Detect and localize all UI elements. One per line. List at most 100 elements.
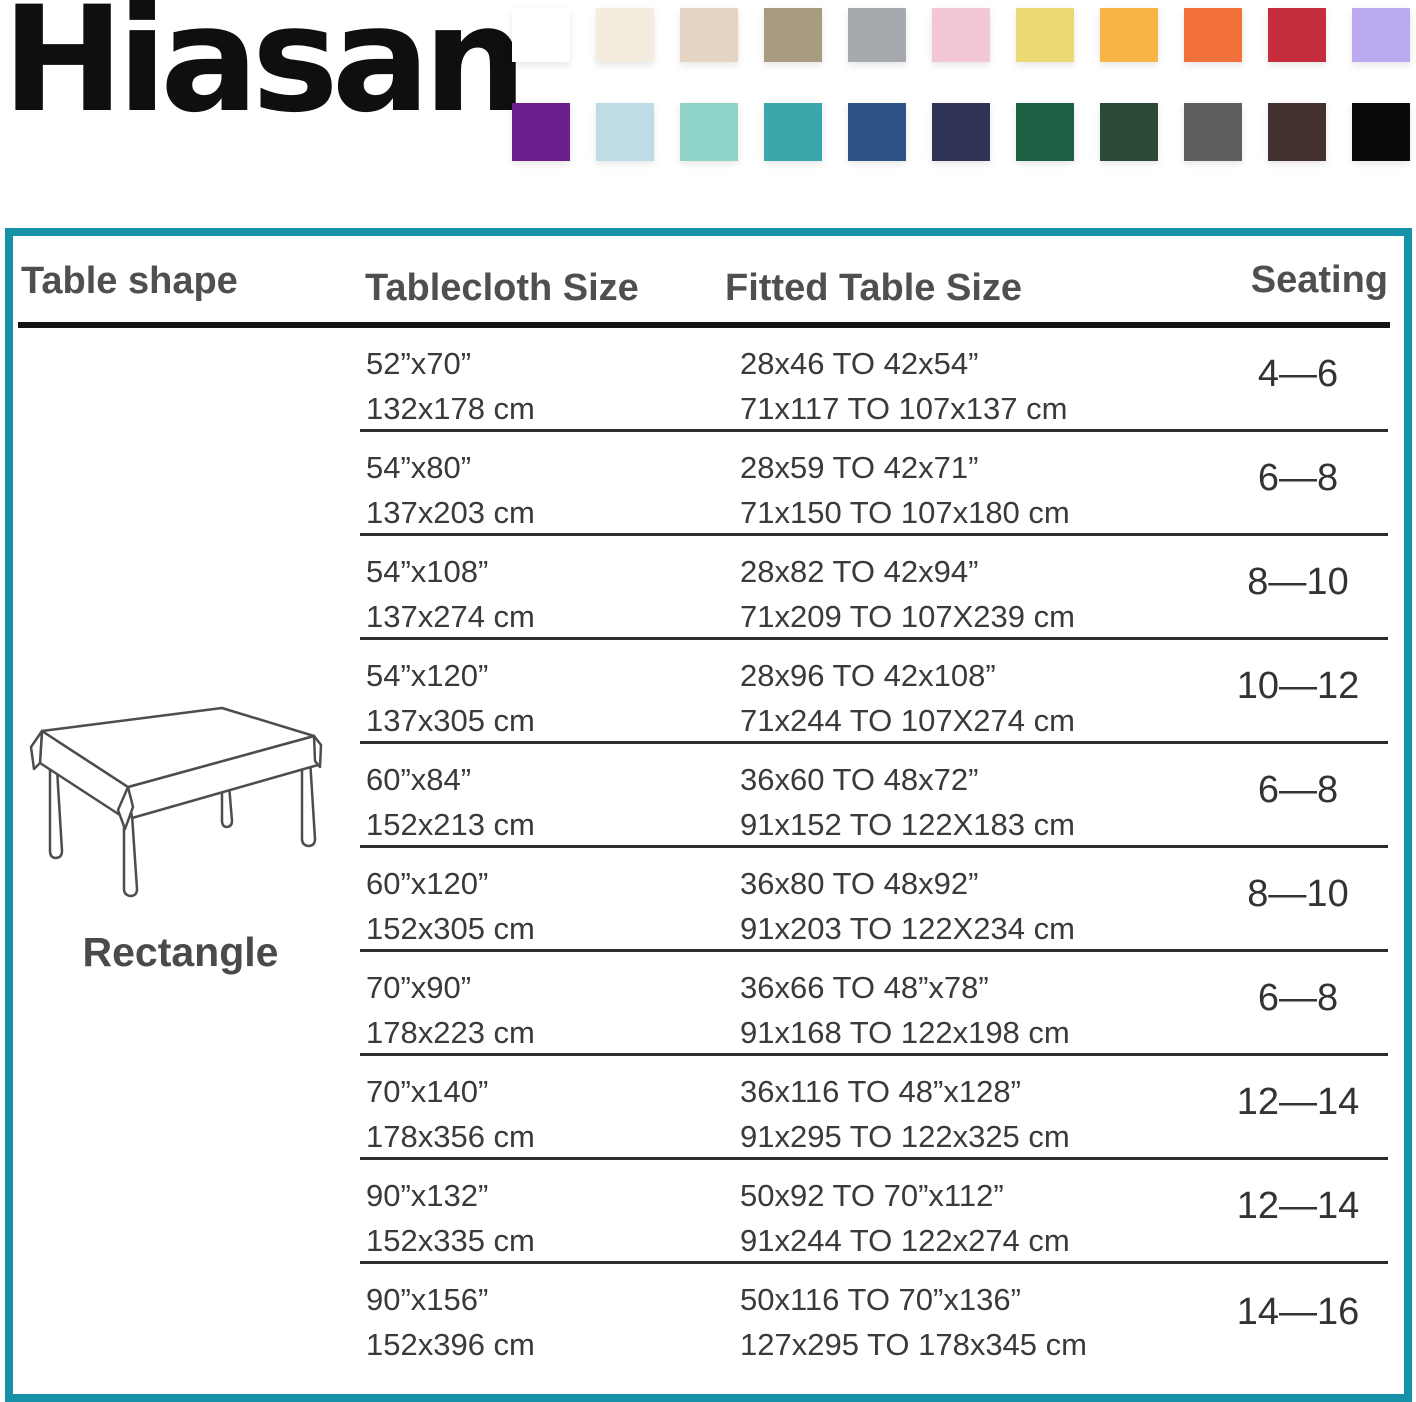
tablecloth-size-cell: 52”x70” 132x178 cm bbox=[360, 328, 734, 429]
fitted-table-size-cell: 28x82 TO 42x94” 71x209 TO 107X239 cm bbox=[734, 536, 1208, 637]
tablecloth-size-cell: 54”x120” 137x305 cm bbox=[360, 640, 734, 741]
table-drawing-icon bbox=[29, 706, 323, 898]
fitted-size-inches: 28x46 TO 42x54” bbox=[740, 346, 979, 381]
color-swatch bbox=[680, 8, 738, 62]
header-tablecloth-size: Tablecloth Size bbox=[365, 267, 639, 309]
fitted-table-size-cell: 28x96 TO 42x108” 71x244 TO 107X274 cm bbox=[734, 640, 1208, 741]
fitted-size-cm: 91x203 TO 122X234 cm bbox=[740, 911, 1075, 946]
fitted-size-inches: 28x82 TO 42x94” bbox=[740, 554, 979, 589]
seating-cell: 4—6 bbox=[1257, 353, 1339, 395]
size-rows: 52”x70” 132x178 cm 28x46 TO 42x54” 71x11… bbox=[360, 328, 1388, 1368]
color-swatch bbox=[1352, 8, 1410, 62]
fitted-size-inches: 36x60 TO 48x72” bbox=[740, 762, 979, 797]
table-row: 90”x132” 152x335 cm 50x92 TO 70”x112” 91… bbox=[360, 1160, 1388, 1264]
seating-cell: 8—10 bbox=[1247, 873, 1349, 915]
fitted-size-cm: 91x152 TO 122X183 cm bbox=[740, 807, 1075, 842]
color-swatch bbox=[1268, 103, 1326, 161]
fitted-size-cm: 91x244 TO 122x274 cm bbox=[740, 1223, 1070, 1258]
tablecloth-size-cm: 178x223 cm bbox=[366, 1015, 535, 1050]
tablecloth-size-cm: 152x305 cm bbox=[366, 911, 535, 946]
tablecloth-size-cell: 90”x156” 152x396 cm bbox=[360, 1264, 734, 1368]
fitted-table-size-cell: 50x92 TO 70”x112” 91x244 TO 122x274 cm bbox=[734, 1160, 1208, 1261]
color-swatch bbox=[512, 8, 570, 62]
tablecloth-size-inches: 90”x156” bbox=[366, 1282, 489, 1317]
table-row: 54”x80” 137x203 cm 28x59 TO 42x71” 71x15… bbox=[360, 432, 1388, 536]
size-chart-frame: Table shape Tablecloth Size Fitted Table… bbox=[5, 228, 1412, 1402]
seating-cell: 6—8 bbox=[1257, 977, 1339, 1019]
rectangle-table-illustration bbox=[20, 703, 332, 905]
tablecloth-size-inches: 54”x120” bbox=[366, 658, 489, 693]
seating-cell: 12—14 bbox=[1236, 1185, 1360, 1227]
fitted-table-size-cell: 36x60 TO 48x72” 91x152 TO 122X183 cm bbox=[734, 744, 1208, 845]
tablecloth-size-cm: 152x396 cm bbox=[366, 1327, 535, 1362]
color-swatch bbox=[1016, 8, 1074, 62]
header-divider bbox=[18, 322, 1390, 328]
tablecloth-size-cell: 60”x84” 152x213 cm bbox=[360, 744, 734, 845]
header-fitted-table-size: Fitted Table Size bbox=[725, 267, 1023, 309]
seating-cell: 8—10 bbox=[1247, 561, 1349, 603]
table-row: 90”x156” 152x396 cm 50x116 TO 70”x136” 1… bbox=[360, 1264, 1388, 1368]
fitted-table-size-cell: 36x116 TO 48”x128” 91x295 TO 122x325 cm bbox=[734, 1056, 1208, 1157]
fitted-size-inches: 28x96 TO 42x108” bbox=[740, 658, 996, 693]
fitted-table-size-cell: 50x116 TO 70”x136” 127x295 TO 178x345 cm bbox=[734, 1264, 1208, 1368]
table-row: 52”x70” 132x178 cm 28x46 TO 42x54” 71x11… bbox=[360, 328, 1388, 432]
color-swatch bbox=[848, 103, 906, 161]
tablecloth-size-cm: 152x335 cm bbox=[366, 1223, 535, 1258]
table-row: 70”x90” 178x223 cm 36x66 TO 48”x78” 91x1… bbox=[360, 952, 1388, 1056]
color-swatch bbox=[680, 103, 738, 161]
fitted-size-cm: 91x295 TO 122x325 cm bbox=[740, 1119, 1070, 1154]
fitted-size-inches: 36x116 TO 48”x128” bbox=[740, 1074, 1021, 1109]
table-row: 54”x120” 137x305 cm 28x96 TO 42x108” 71x… bbox=[360, 640, 1388, 744]
color-swatch bbox=[932, 8, 990, 62]
fitted-size-inches: 36x66 TO 48”x78” bbox=[740, 970, 989, 1005]
fitted-size-cm: 71x209 TO 107X239 cm bbox=[740, 599, 1075, 634]
color-swatch bbox=[1100, 103, 1158, 161]
tablecloth-size-inches: 52”x70” bbox=[366, 346, 472, 381]
tablecloth-size-cell: 60”x120” 152x305 cm bbox=[360, 848, 734, 949]
tablecloth-size-cell: 54”x80” 137x203 cm bbox=[360, 432, 734, 533]
tablecloth-size-inches: 90”x132” bbox=[366, 1178, 489, 1213]
color-swatch bbox=[1268, 8, 1326, 62]
tablecloth-size-cell: 70”x140” 178x356 cm bbox=[360, 1056, 734, 1157]
brand-logo: Hiasan bbox=[2, 0, 527, 145]
table-row: 54”x108” 137x274 cm 28x82 TO 42x94” 71x2… bbox=[360, 536, 1388, 640]
tablecloth-size-cell: 90”x132” 152x335 cm bbox=[360, 1160, 734, 1261]
color-swatch bbox=[1352, 103, 1410, 161]
tablecloth-size-inches: 70”x140” bbox=[366, 1074, 489, 1109]
fitted-table-size-cell: 28x46 TO 42x54” 71x117 TO 107x137 cm bbox=[734, 328, 1208, 429]
header-table-shape: Table shape bbox=[21, 260, 238, 302]
fitted-size-cm: 71x150 TO 107x180 cm bbox=[740, 495, 1070, 530]
color-swatch bbox=[1016, 103, 1074, 161]
seating-cell: 14—16 bbox=[1236, 1290, 1360, 1333]
color-swatch bbox=[848, 8, 906, 62]
fitted-size-inches: 36x80 TO 48x92” bbox=[740, 866, 979, 901]
color-swatch bbox=[596, 103, 654, 161]
tablecloth-size-cm: 132x178 cm bbox=[366, 391, 535, 426]
color-swatch bbox=[1100, 8, 1158, 62]
seating-cell: 12—14 bbox=[1236, 1081, 1360, 1123]
tablecloth-size-cm: 137x305 cm bbox=[366, 703, 535, 738]
color-swatch bbox=[1184, 8, 1242, 62]
seating-cell: 6—8 bbox=[1257, 769, 1339, 811]
tablecloth-size-cell: 70”x90” 178x223 cm bbox=[360, 952, 734, 1053]
tablecloth-size-inches: 70”x90” bbox=[366, 970, 472, 1005]
fitted-size-cm: 91x168 TO 122x198 cm bbox=[740, 1015, 1070, 1050]
tablecloth-size-inches: 60”x84” bbox=[366, 762, 472, 797]
color-swatch bbox=[596, 8, 654, 62]
fitted-size-cm: 71x244 TO 107X274 cm bbox=[740, 703, 1075, 738]
color-swatch bbox=[764, 103, 822, 161]
color-swatch bbox=[932, 103, 990, 161]
fitted-table-size-cell: 36x66 TO 48”x78” 91x168 TO 122x198 cm bbox=[734, 952, 1208, 1053]
color-swatch bbox=[764, 8, 822, 62]
tablecloth-size-inches: 54”x108” bbox=[366, 554, 489, 589]
tablecloth-size-cm: 152x213 cm bbox=[366, 807, 535, 842]
shape-label: Rectangle bbox=[82, 929, 279, 975]
seating-cell: 6—8 bbox=[1257, 457, 1339, 499]
table-row: 60”x120” 152x305 cm 36x80 TO 48x92” 91x2… bbox=[360, 848, 1388, 952]
fitted-size-inches: 50x92 TO 70”x112” bbox=[740, 1178, 1004, 1213]
tablecloth-size-inches: 54”x80” bbox=[366, 450, 472, 485]
table-row: 70”x140” 178x356 cm 36x116 TO 48”x128” 9… bbox=[360, 1056, 1388, 1160]
seating-cell: 10—12 bbox=[1236, 665, 1360, 707]
tablecloth-size-inches: 60”x120” bbox=[366, 866, 489, 901]
